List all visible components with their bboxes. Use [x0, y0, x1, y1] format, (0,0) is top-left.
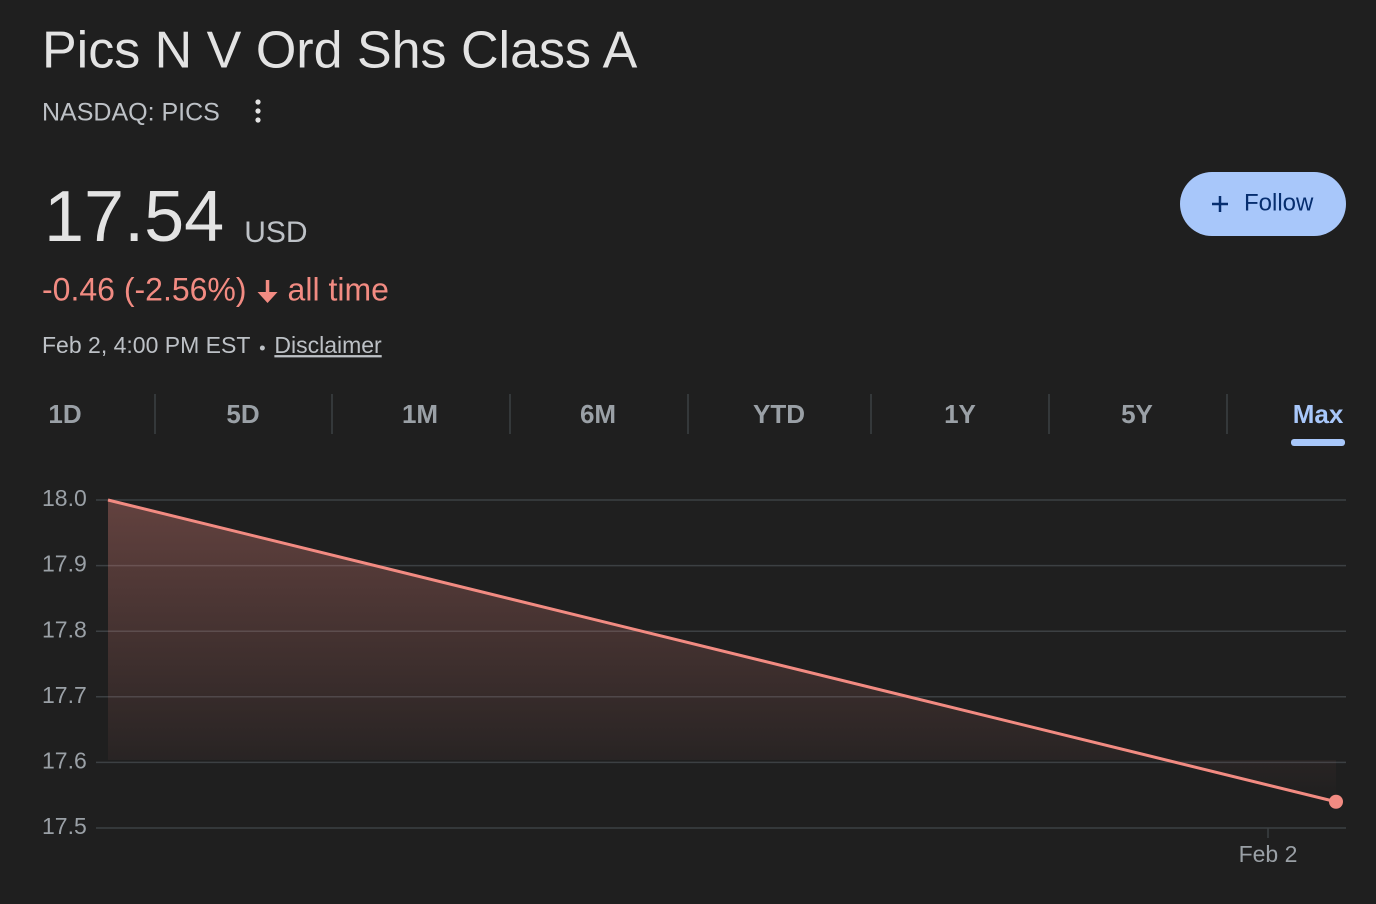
- range-tab[interactable]: 1Y: [944, 399, 976, 429]
- follow-button[interactable]: Follow: [1180, 172, 1346, 236]
- follow-label[interactable]: Follow: [1244, 189, 1314, 216]
- more-menu[interactable]: [255, 99, 261, 123]
- range-tab[interactable]: YTD: [753, 399, 805, 429]
- range-tab[interactable]: 6M: [580, 399, 616, 429]
- range-tab[interactable]: Max: [1293, 399, 1344, 429]
- title: Pics N V Ord Shs Class A: [42, 22, 638, 80]
- range-tab[interactable]: 5D: [226, 399, 259, 429]
- y-tick-label: 17.7: [42, 682, 87, 708]
- period: all time: [288, 271, 389, 307]
- price-line: [107, 498, 1337, 804]
- timestamp: Feb 2, 4:00 PM EST: [42, 332, 250, 358]
- x-tick-label: Feb 2: [1239, 841, 1298, 867]
- y-tick-label: 18.0: [42, 485, 87, 511]
- currency: USD: [244, 216, 307, 249]
- range-tab[interactable]: 1D: [48, 399, 81, 429]
- y-tick-label: 17.6: [42, 747, 87, 773]
- change: -0.46 (-2.56%): [42, 271, 247, 307]
- last-point: [1329, 794, 1343, 809]
- plus-icon: [1212, 196, 1228, 212]
- y-tick-label: 17.9: [42, 551, 87, 577]
- selected-indicator: [1291, 439, 1345, 446]
- exchange: NASDAQ: PICS: [42, 99, 220, 127]
- range-tab[interactable]: 1M: [402, 399, 438, 429]
- disclaimer-link[interactable]: Disclaimer: [274, 332, 382, 358]
- y-tick-label: 17.5: [42, 813, 87, 839]
- range-tab[interactable]: 5Y: [1121, 399, 1153, 429]
- y-tick-label: 17.8: [42, 616, 87, 642]
- price: 17.54: [44, 177, 224, 257]
- separator: [259, 345, 265, 351]
- follow-button-bg[interactable]: [1180, 172, 1346, 236]
- down-arrow-icon: [257, 280, 278, 303]
